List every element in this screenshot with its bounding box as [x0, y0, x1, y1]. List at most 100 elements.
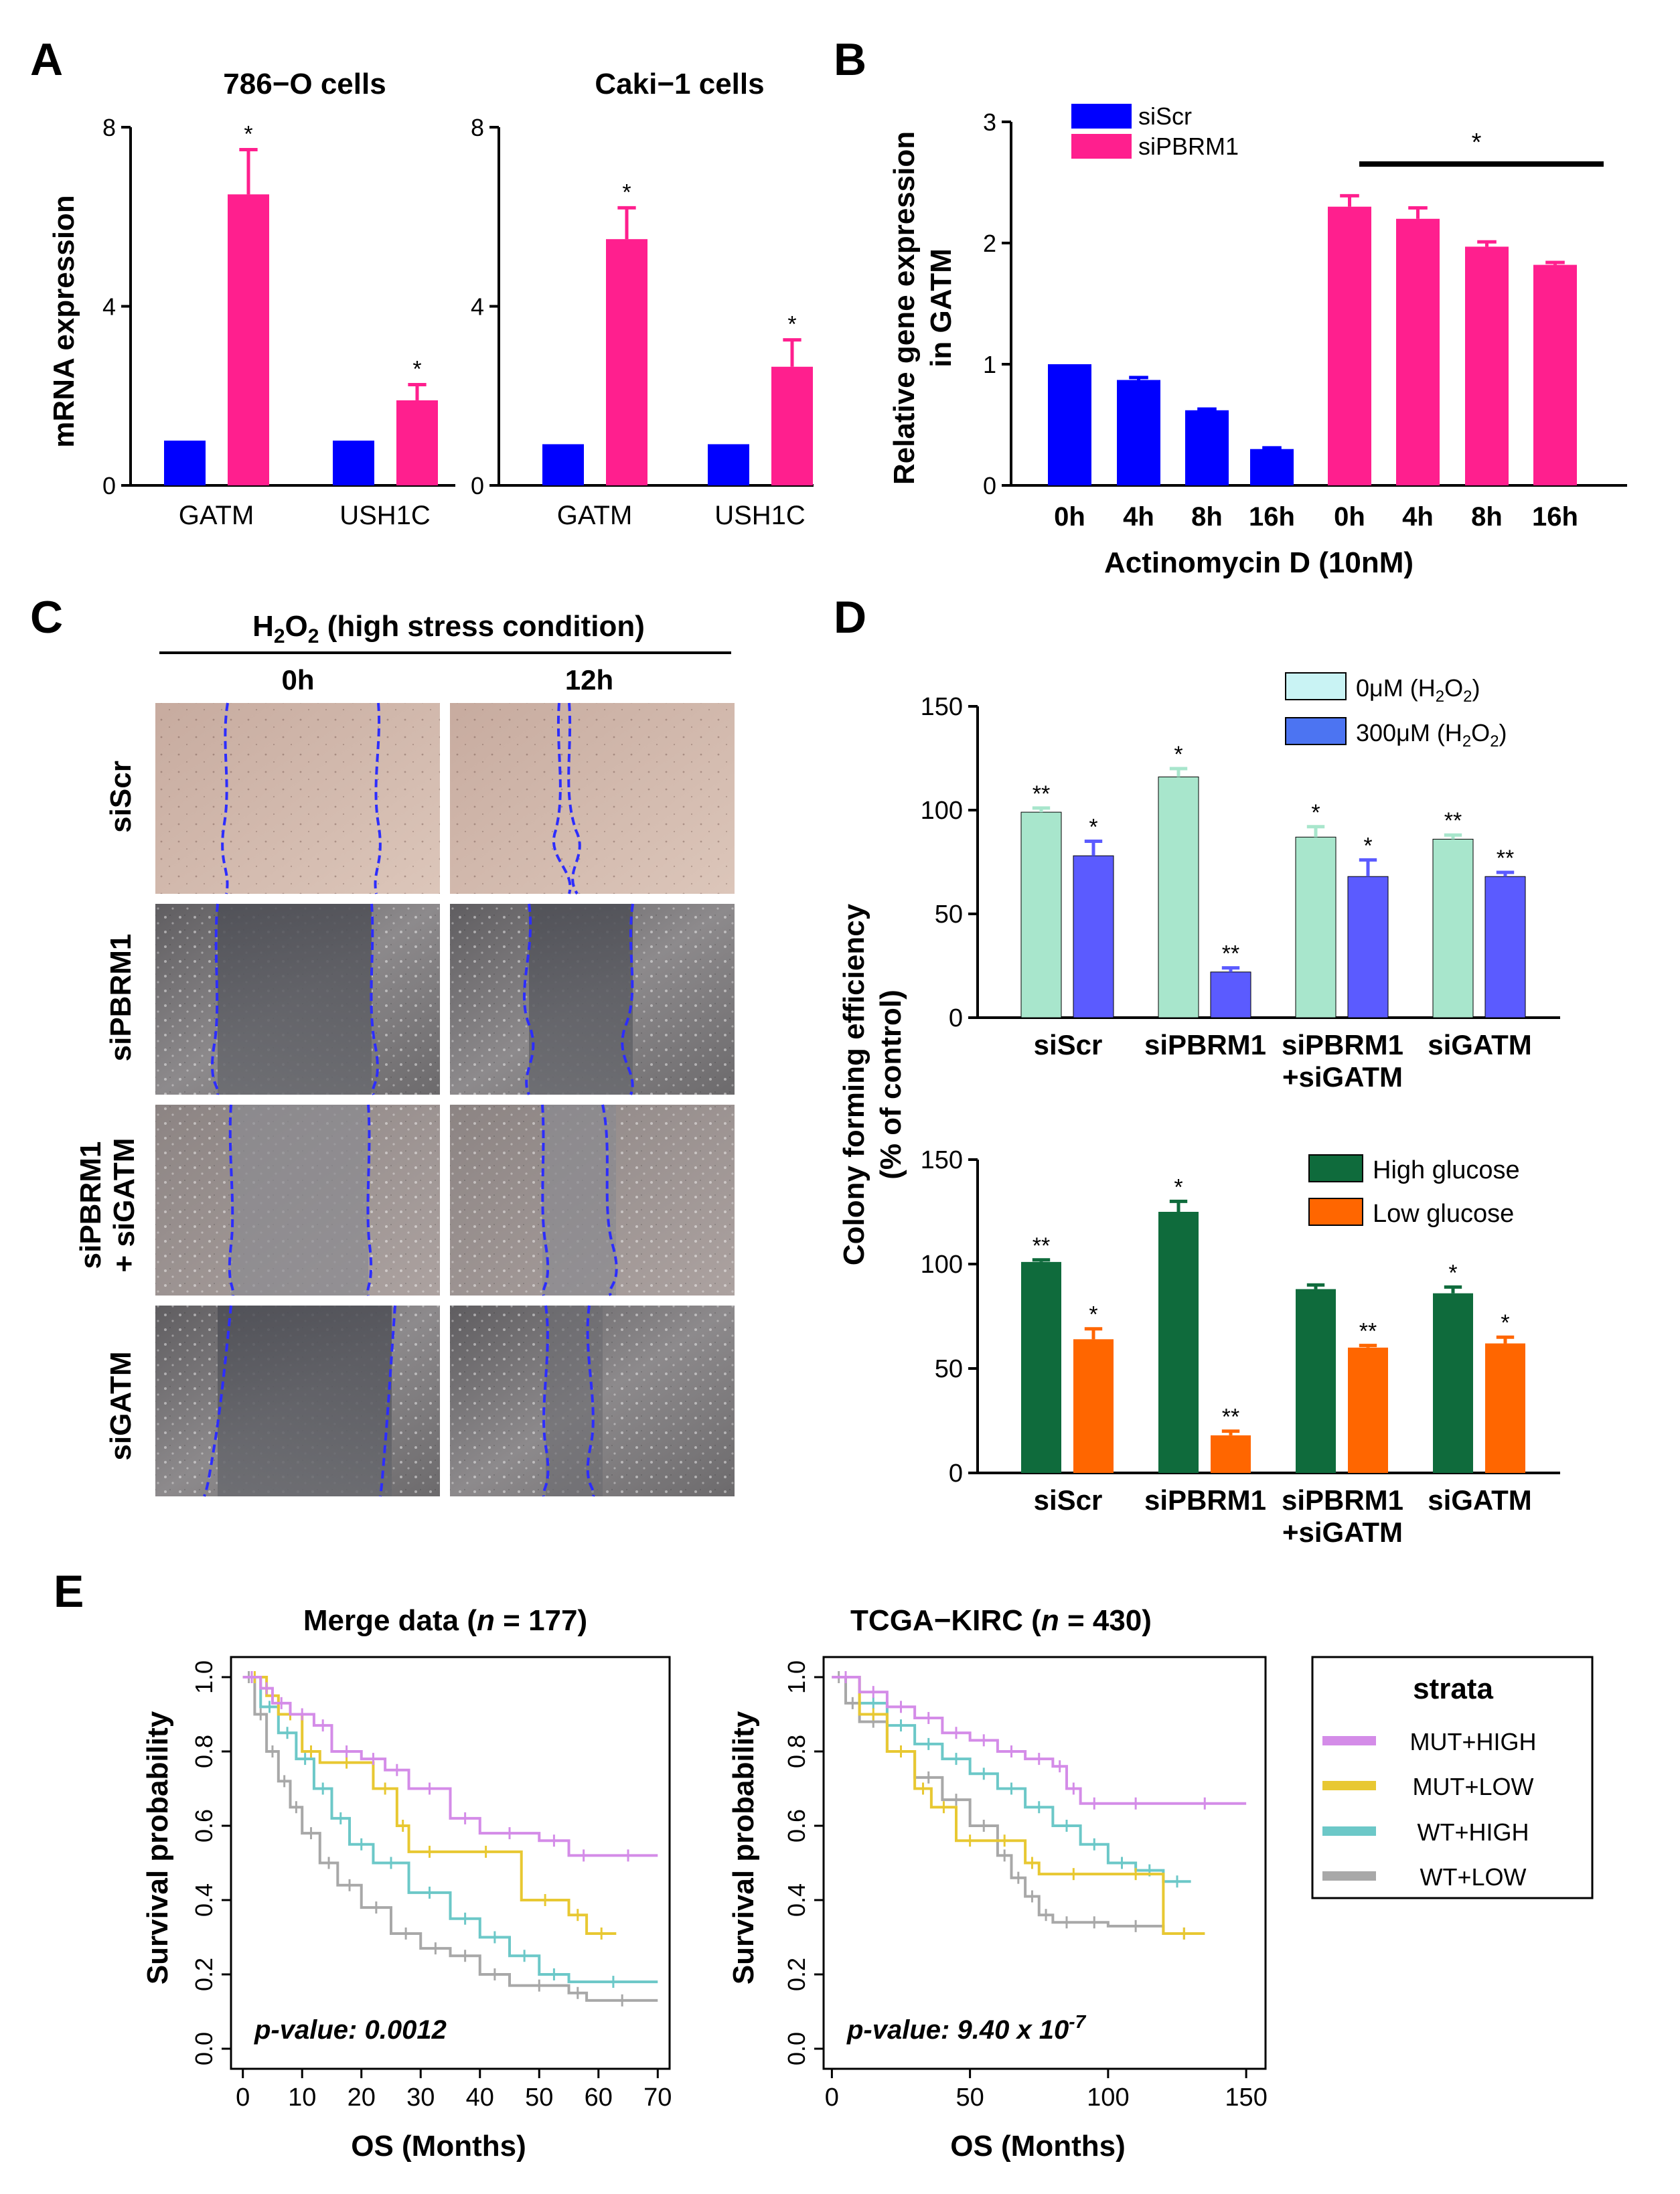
bar-sipbrm1-ush1c — [396, 400, 438, 485]
x-tick-label: 20 — [348, 2084, 376, 2112]
panel-e-title-tcga: TCGA−KIRC (n = 430) — [850, 1604, 1152, 1637]
bar-sipbrm1-16h — [1533, 264, 1577, 485]
bar-high-glucose-0 — [1021, 1261, 1061, 1473]
y-tick-label: 0.2 — [783, 1958, 810, 1991]
panel-d-chart-h2o2: 050100150***siScr***siPBRM1**siPBRM1****… — [921, 693, 1560, 1093]
y-tick-label: 150 — [921, 693, 963, 721]
panel-b-xlabel: Actinomycin D (10nM) — [1104, 546, 1414, 579]
x-tick-label: siPBRM1 — [1144, 1029, 1266, 1061]
panel-label-a: A — [30, 34, 63, 85]
y-tick-label: 0 — [983, 472, 996, 499]
significance-mark: * — [622, 179, 631, 205]
x-tick-label: 100 — [1087, 2084, 1129, 2112]
significance-mark: * — [1174, 742, 1182, 767]
y-tick-label: 1.0 — [783, 1660, 810, 1694]
significance-mark: * — [244, 121, 252, 147]
strata-label-mut-high: MUT+HIGH — [1410, 1728, 1537, 1755]
y-tick-label: 50 — [935, 900, 963, 929]
bar-sipbrm1-gatm — [228, 194, 269, 485]
panel-a: mRNA expression 0 4 8 786−O cells * GATM * USH1… — [48, 68, 814, 530]
bar-low-glucose-0 — [1073, 1339, 1114, 1473]
legend-swatch-low-glucose — [1308, 1198, 1363, 1226]
panel-e-pvalue-merge: p-value: 0.0012 — [254, 2015, 447, 2045]
bar-0um-1 — [1158, 776, 1199, 1018]
x-tick-label: siPBRM1 — [1282, 1029, 1403, 1061]
legend-label-300um: 300μM (H2O2) — [1356, 719, 1507, 751]
panel-d-ylabel-1: Colony forming efficiency — [838, 903, 870, 1265]
micrograph-sipbrm1-12h — [450, 903, 735, 1095]
panel-e: 0.0 0.2 0.4 0.6 0.8 1.0 0 10 20 30 40 50 60 70 0.0 0.2… — [141, 1604, 1594, 2163]
panel-label-d: D — [834, 592, 866, 643]
legend-label-0um: 0μM (H2O2) — [1356, 674, 1480, 706]
y-tick-label: 100 — [921, 797, 963, 825]
row-label-sipbrm1: siPBRM1 — [104, 934, 137, 1062]
bar-300um-3 — [1484, 876, 1526, 1018]
bar-sipbrm1-4h — [1396, 218, 1440, 485]
significance-mark: * — [1501, 1310, 1509, 1336]
panel-e-title-merge: Merge data (n = 177) — [303, 1604, 587, 1637]
bar-low-glucose-2 — [1348, 1347, 1388, 1473]
row-label-sigatm: siGATM — [104, 1352, 137, 1461]
column-header-12h: 12h — [565, 664, 613, 696]
panel-a-chart-caki1: 0 4 8 Caki−1 cells * GATM * USH1C — [471, 68, 814, 530]
significance-mark: ** — [1359, 1319, 1377, 1344]
bar-sipbrm1-0h — [1328, 206, 1371, 485]
bar-siscr-gatm — [164, 441, 206, 485]
y-tick-label: 0 — [949, 1004, 963, 1032]
y-tick-label: 0.6 — [783, 1809, 810, 1843]
bar-siscr-4h — [1117, 380, 1160, 485]
x-tick-label: 0 — [825, 2084, 839, 2112]
bar-high-glucose-3 — [1433, 1293, 1473, 1473]
km-curve-wt-high — [242, 1676, 658, 1984]
x-tick-label: siScr — [1034, 1484, 1103, 1516]
legend-label-high-glucose: High glucose — [1373, 1156, 1520, 1184]
bar-sipbrm1-gatm — [606, 239, 647, 485]
significance-mark: * — [1174, 1174, 1182, 1200]
y-tick-label: 1.0 — [190, 1660, 218, 1694]
bar-0um-3 — [1432, 838, 1474, 1018]
panel-d-chart-glucose: 050100150***siScr***siPBRM1**siPBRM1**si… — [921, 1146, 1560, 1548]
bar-300um-1 — [1210, 971, 1251, 1018]
x-tick-label: 16h — [1532, 502, 1578, 532]
bar-siscr-gatm — [542, 444, 584, 485]
y-tick-label: 4 — [471, 293, 484, 321]
column-header-0h: 0h — [281, 664, 314, 696]
km-curve-mut-high — [242, 1676, 658, 1857]
significance-mark: * — [1089, 1302, 1097, 1328]
bar-300um-2 — [1347, 876, 1389, 1018]
y-tick-label: 150 — [921, 1146, 963, 1174]
panel-a-ylabel: mRNA expression — [48, 195, 80, 447]
chart-title: Caki−1 cells — [595, 68, 764, 100]
x-tick-label: USH1C — [714, 501, 806, 530]
km-curve-wt-low — [832, 1676, 1205, 1935]
y-tick-label: 0.0 — [783, 2032, 810, 2065]
panel-label-b: B — [834, 34, 866, 85]
bar-low-glucose-1 — [1211, 1435, 1251, 1473]
x-tick-label: USH1C — [339, 501, 431, 530]
strata-label-wt-low: WT+LOW — [1420, 1863, 1527, 1891]
micrograph-siscr-0h — [155, 702, 440, 894]
x-tick-label: 150 — [1225, 2084, 1267, 2112]
y-tick-label: 0.6 — [190, 1809, 218, 1843]
significance-mark: ** — [1497, 846, 1514, 871]
legend-swatch-sipbrm1 — [1071, 134, 1132, 159]
significance-mark: * — [1311, 800, 1320, 826]
x-tick-label: 50 — [956, 2084, 984, 2112]
panel-e-xlabel-tcga: OS (Months) — [950, 2130, 1126, 2163]
panel-e-chart-merge: 0.0 0.2 0.4 0.6 0.8 1.0 0 10 20 30 40 50 60 70 — [190, 1656, 672, 2112]
y-tick-label: 0 — [102, 472, 116, 499]
x-tick-label-line2: +siGATM — [1282, 1061, 1403, 1093]
y-tick-label: 4 — [102, 293, 116, 321]
y-tick-label: 8 — [102, 114, 116, 141]
x-tick-label-line2: +siGATM — [1282, 1516, 1403, 1548]
row-label-sipbrm1-sigatm-2: + siGATM — [108, 1138, 141, 1273]
panel-e-ylabel-tcga: Survival probability — [727, 1711, 760, 1984]
x-tick-label: 8h — [1191, 502, 1223, 532]
strata-label-wt-high: WT+HIGH — [1418, 1818, 1529, 1846]
km-curve-wt-high — [832, 1676, 1191, 1883]
significance-mark: ** — [1222, 941, 1239, 967]
bar-high-glucose-2 — [1296, 1289, 1336, 1473]
significance-mark: * — [787, 312, 796, 337]
panel-c-title: H2O2 (high stress condition) — [252, 610, 645, 647]
bar-300um-0 — [1073, 855, 1114, 1018]
